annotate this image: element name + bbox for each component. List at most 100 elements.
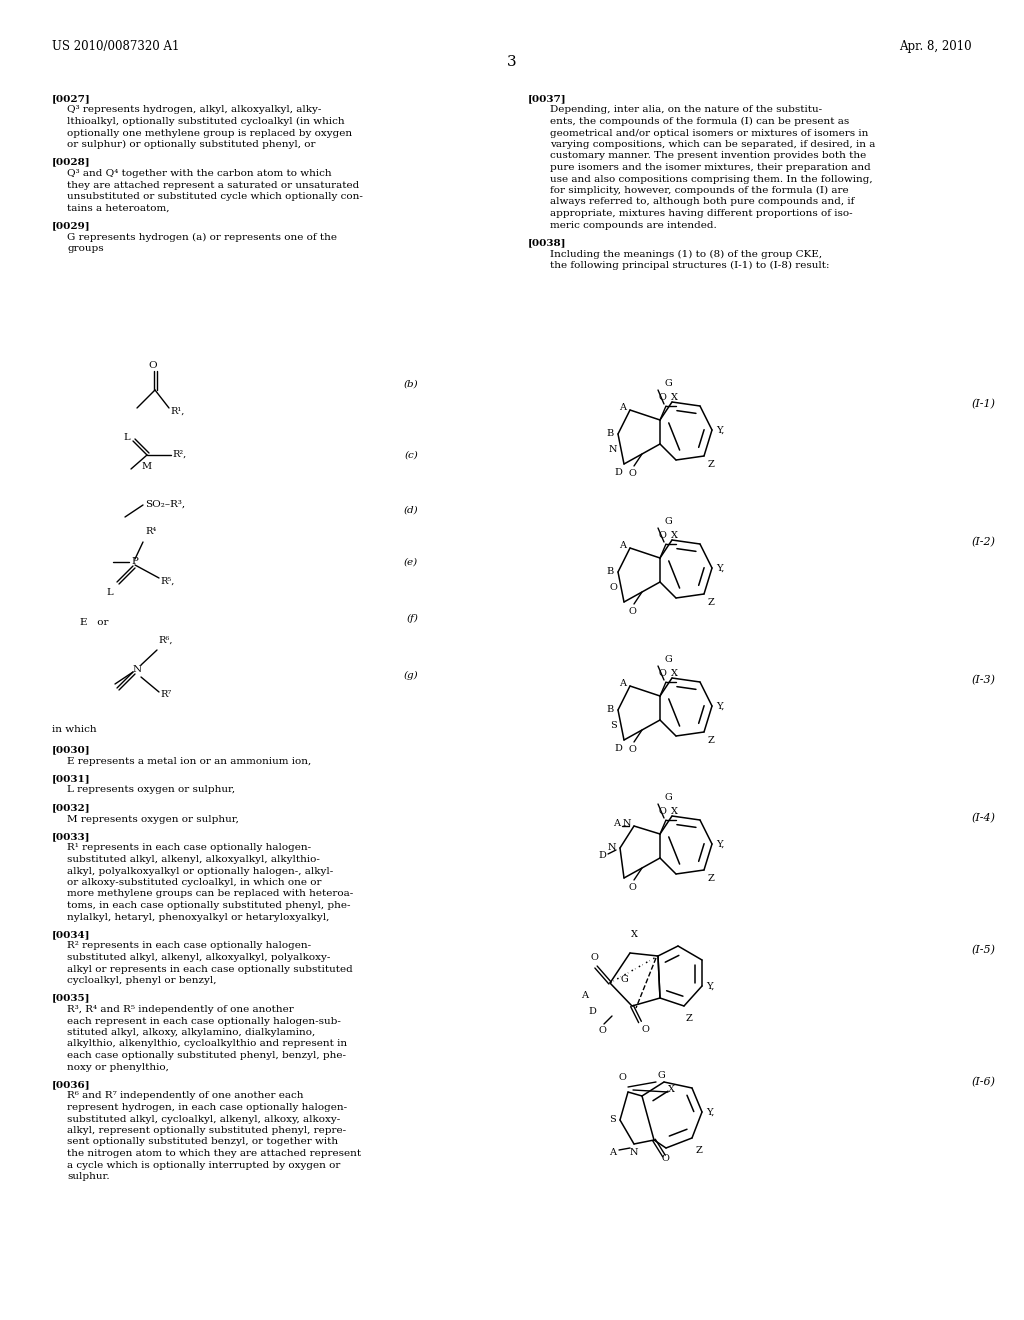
Text: G: G [621,975,628,985]
Text: A: A [609,1148,616,1158]
Text: pure isomers and the isomer mixtures, their preparation and: pure isomers and the isomer mixtures, th… [550,162,870,172]
Text: unsubstituted or substituted cycle which optionally con-: unsubstituted or substituted cycle which… [67,191,362,201]
Text: Y,: Y, [716,701,724,710]
Text: B: B [607,568,614,577]
Text: sulphur.: sulphur. [67,1172,110,1181]
Text: they are attached represent a saturated or unsaturated: they are attached represent a saturated … [67,181,359,190]
Text: optionally one methylene group is replaced by oxygen: optionally one methylene group is replac… [67,128,352,137]
Text: sent optionally substituted benzyl, or together with: sent optionally substituted benzyl, or t… [67,1138,338,1147]
Text: (I-3): (I-3) [972,675,996,685]
Text: R⁶,: R⁶, [158,636,172,645]
Text: [0033]: [0033] [52,832,90,841]
Text: geometrical and/or optical isomers or mixtures of isomers in: geometrical and/or optical isomers or mi… [550,128,868,137]
Text: L represents oxygen or sulphur,: L represents oxygen or sulphur, [67,785,236,795]
Text: O: O [642,1026,650,1034]
Text: in which: in which [52,725,96,734]
Text: D: D [588,1007,596,1016]
Text: Z: Z [708,874,715,883]
Text: [0037]: [0037] [528,94,566,103]
Text: [0038]: [0038] [528,238,566,247]
Text: alkyl, represent optionally substituted phenyl, repre-: alkyl, represent optionally substituted … [67,1126,346,1135]
Text: noxy or phenylthio,: noxy or phenylthio, [67,1063,169,1072]
Text: [0034]: [0034] [52,931,90,939]
Text: G: G [665,379,672,388]
Text: Y,: Y, [716,564,724,573]
Text: SO₂–R³,: SO₂–R³, [145,500,185,510]
Text: Z: Z [686,1014,693,1023]
Text: (I-2): (I-2) [972,537,996,548]
Text: Z: Z [708,737,715,744]
Text: L: L [106,587,113,597]
Text: a cycle which is optionally interrupted by oxygen or: a cycle which is optionally interrupted … [67,1160,340,1170]
Text: E represents a metal ion or an ammonium ion,: E represents a metal ion or an ammonium … [67,756,311,766]
Text: R⁷: R⁷ [160,690,171,700]
Text: Y,: Y, [706,982,715,990]
Text: (I-6): (I-6) [972,1077,996,1088]
Text: R¹ represents in each case optionally halogen-: R¹ represents in each case optionally ha… [67,843,311,853]
Text: O: O [628,469,636,478]
Text: 3: 3 [507,55,517,69]
Text: O: O [628,883,636,892]
Text: R²,: R², [172,450,186,458]
Text: substituted alkyl, alkenyl, alkoxyalkyl, polyalkoxy-: substituted alkyl, alkenyl, alkoxyalkyl,… [67,953,331,962]
Text: (d): (d) [403,506,418,515]
Text: R³, R⁴ and R⁵ independently of one another: R³, R⁴ and R⁵ independently of one anoth… [67,1005,294,1014]
Text: Q³ and Q⁴ together with the carbon atom to which: Q³ and Q⁴ together with the carbon atom … [67,169,332,178]
Text: (I-1): (I-1) [972,399,996,409]
Text: substituted alkyl, cycloalkyl, alkenyl, alkoxy, alkoxy-: substituted alkyl, cycloalkyl, alkenyl, … [67,1114,340,1123]
Text: X: X [671,531,678,540]
Text: Y,: Y, [706,1107,715,1117]
Text: O: O [658,807,666,816]
Text: X: X [671,807,678,816]
Text: Y,: Y, [716,840,724,849]
Text: O: O [628,744,636,754]
Text: A: A [618,541,626,550]
Text: alkyl or represents in each case optionally substituted: alkyl or represents in each case optiona… [67,965,352,974]
Text: Z: Z [708,459,715,469]
Text: A: A [618,680,626,689]
Text: A: A [618,404,626,412]
Text: N: N [607,843,616,853]
Text: Q³ represents hydrogen, alkyl, alkoxyalkyl, alky-: Q³ represents hydrogen, alkyl, alkoxyalk… [67,106,322,115]
Text: the nitrogen atom to which they are attached represent: the nitrogen atom to which they are atta… [67,1148,361,1158]
Text: substituted alkyl, alkenyl, alkoxyalkyl, alkylthio-: substituted alkyl, alkenyl, alkoxyalkyl,… [67,855,319,865]
Text: G: G [665,517,672,525]
Text: each represent in each case optionally halogen-sub-: each represent in each case optionally h… [67,1016,341,1026]
Text: S: S [610,721,617,730]
Text: lthioalkyl, optionally substituted cycloalkyl (in which: lthioalkyl, optionally substituted cyclo… [67,117,345,127]
Text: M represents oxygen or sulphur,: M represents oxygen or sulphur, [67,814,239,824]
Text: represent hydrogen, in each case optionally halogen-: represent hydrogen, in each case optiona… [67,1104,347,1111]
Text: [0028]: [0028] [52,157,91,166]
Text: (I-5): (I-5) [972,945,996,956]
Text: [0030]: [0030] [52,744,91,754]
Text: O: O [618,1073,626,1082]
Text: X: X [631,931,638,939]
Text: L: L [124,433,130,441]
Text: A: A [581,991,588,1001]
Text: Y,: Y, [716,425,724,434]
Text: always referred to, although both pure compounds and, if: always referred to, although both pure c… [550,198,854,206]
Text: (b): (b) [403,380,418,388]
Text: G: G [665,793,672,803]
Text: O: O [628,607,636,616]
Text: meric compounds are intended.: meric compounds are intended. [550,220,717,230]
Text: N: N [608,445,617,454]
Text: R² represents in each case optionally halogen-: R² represents in each case optionally ha… [67,941,311,950]
Text: R⁶ and R⁷ independently of one another each: R⁶ and R⁷ independently of one another e… [67,1092,303,1101]
Text: O: O [662,1154,670,1163]
Text: or sulphur) or optionally substituted phenyl, or: or sulphur) or optionally substituted ph… [67,140,315,149]
Text: G represents hydrogen (a) or represents one of the: G represents hydrogen (a) or represents … [67,232,337,242]
Text: Including the meanings (1) to (8) of the group CKE,: Including the meanings (1) to (8) of the… [550,249,822,259]
Text: use and also compositions comprising them. In the following,: use and also compositions comprising the… [550,174,872,183]
Text: customary manner. The present invention provides both the: customary manner. The present invention … [550,152,866,161]
Text: B: B [607,705,614,714]
Text: [0035]: [0035] [52,994,90,1002]
Text: Z: Z [696,1146,702,1155]
Text: (f): (f) [407,614,418,623]
Text: toms, in each case optionally substituted phenyl, phe-: toms, in each case optionally substitute… [67,902,350,909]
Text: [0032]: [0032] [52,803,91,812]
Text: D: D [614,744,622,752]
Text: O: O [609,582,617,591]
Text: E   or: E or [80,618,109,627]
Text: B: B [607,429,614,438]
